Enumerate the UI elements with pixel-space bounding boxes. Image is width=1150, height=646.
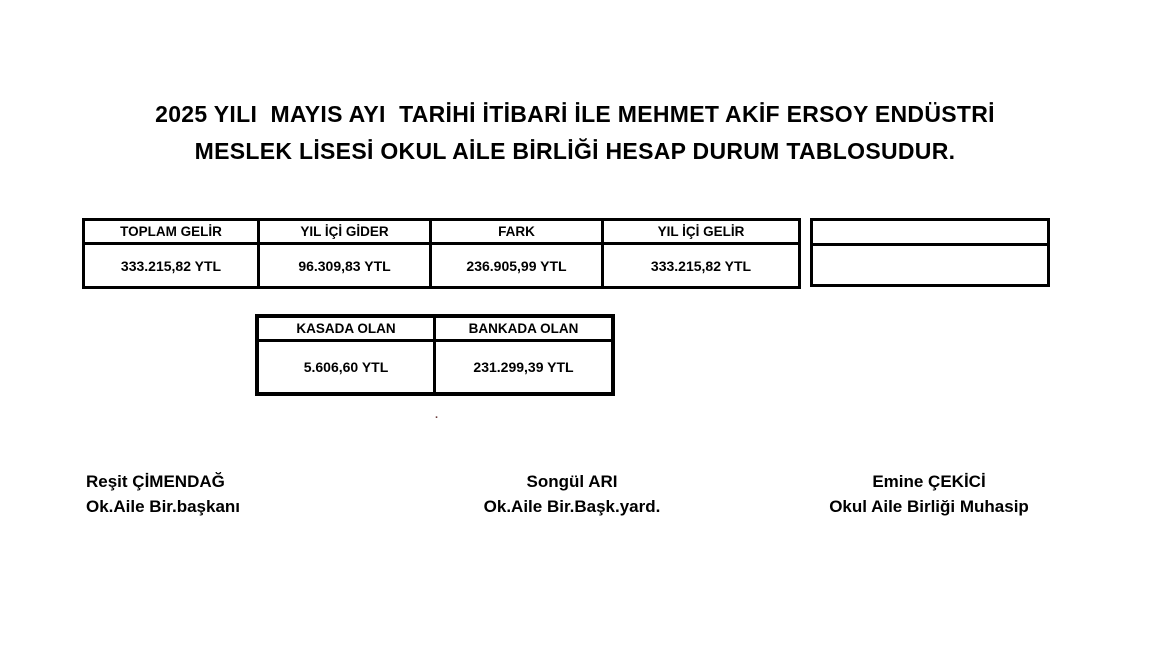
signature-name: Reşit ÇİMENDAĞ bbox=[86, 472, 225, 491]
signature-name: Emine ÇEKİCİ bbox=[872, 472, 986, 491]
value-kasada-olan: 5.606,60 YTL bbox=[255, 339, 436, 396]
value-toplam-gelir: 333.215,82 YTL bbox=[82, 242, 260, 289]
header-yil-ici-gider: YIL İÇİ GİDER bbox=[257, 218, 432, 245]
header-yil-ici-gelir: YIL İÇİ GELİR bbox=[601, 218, 801, 245]
value-fark: 236.905,99 YTL bbox=[429, 242, 604, 289]
header-bankada-olan: BANKADA OLAN bbox=[433, 314, 615, 342]
signature-block-vice-president: Songül ARI Ok.Aile Bir.Başk.yard. bbox=[484, 469, 661, 519]
header-kasada-olan: KASADA OLAN bbox=[255, 314, 436, 342]
signature-title: Ok.Aile Bir.Başk.yard. bbox=[483, 497, 661, 516]
summary-table: TOPLAM GELİR YIL İÇİ GİDER FARK YIL İÇİ … bbox=[82, 218, 801, 289]
value-yil-ici-gider: 96.309,83 YTL bbox=[257, 242, 432, 289]
value-bankada-olan: 231.299,39 YTL bbox=[433, 339, 615, 396]
summary-empty-column bbox=[810, 218, 1050, 287]
summary-empty-header-cell bbox=[813, 221, 1047, 246]
summary-header-row: TOPLAM GELİR YIL İÇİ GİDER FARK YIL İÇİ … bbox=[82, 218, 801, 245]
value-yil-ici-gelir: 333.215,82 YTL bbox=[601, 242, 801, 289]
stray-period-mark: . bbox=[435, 409, 439, 421]
signature-block-president: Reşit ÇİMENDAĞ Ok.Aile Bir.başkanı bbox=[86, 469, 240, 519]
cash-table: KASADA OLAN BANKADA OLAN 5.606,60 YTL 23… bbox=[255, 314, 615, 396]
signature-name: Songül ARI bbox=[526, 472, 618, 491]
summary-value-row: 333.215,82 YTL 96.309,83 YTL 236.905,99 … bbox=[82, 242, 801, 289]
summary-empty-value-cell bbox=[813, 246, 1047, 284]
title-line-2: MESLEK LİSESİ OKUL AİLE BİRLİĞİ HESAP DU… bbox=[194, 138, 956, 164]
cash-header-row: KASADA OLAN BANKADA OLAN bbox=[255, 314, 615, 342]
signature-title: Ok.Aile Bir.başkanı bbox=[86, 497, 241, 516]
document-title: 2025 YILI MAYIS AYI TARİHİ İTİBARİ İLE M… bbox=[0, 96, 1150, 170]
cash-value-row: 5.606,60 YTL 231.299,39 YTL bbox=[255, 339, 615, 396]
signature-block-accountant: Emine ÇEKİCİ Okul Aile Birliği Muhasip bbox=[829, 469, 1029, 519]
header-toplam-gelir: TOPLAM GELİR bbox=[82, 218, 260, 245]
signature-title: Okul Aile Birliği Muhasip bbox=[829, 497, 1029, 516]
title-line-1: 2025 YILI MAYIS AYI TARİHİ İTİBARİ İLE M… bbox=[155, 101, 995, 127]
header-fark: FARK bbox=[429, 218, 604, 245]
